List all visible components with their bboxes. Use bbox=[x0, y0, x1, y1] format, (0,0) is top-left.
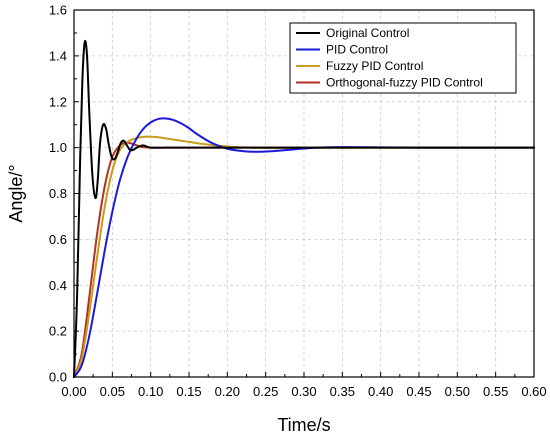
series-line-original-control bbox=[73, 39, 535, 378]
x-tick-label: 0.55 bbox=[483, 384, 508, 399]
x-tick-label: 0.05 bbox=[100, 384, 125, 399]
series-layer bbox=[73, 39, 535, 378]
y-tick-label: 0.2 bbox=[49, 324, 67, 339]
x-tick-label: 0.15 bbox=[176, 384, 201, 399]
x-tick-label: 0.50 bbox=[445, 384, 470, 399]
y-tick-label: 0.0 bbox=[49, 370, 67, 385]
y-tick-label: 0.4 bbox=[49, 278, 67, 293]
x-tick-label: 0.45 bbox=[406, 384, 431, 399]
x-tick-label: 0.20 bbox=[215, 384, 240, 399]
legend-label: Orthogonal-fuzzy PID Control bbox=[326, 76, 483, 90]
y-tick-label: 0.6 bbox=[49, 232, 67, 247]
series-line-pid-control bbox=[73, 117, 535, 378]
y-axis-title: Angle/° bbox=[6, 164, 26, 222]
y-tick-label: 1.0 bbox=[49, 140, 67, 155]
y-tick-label: 1.4 bbox=[49, 48, 67, 63]
x-tick-label: 0.00 bbox=[61, 384, 86, 399]
axis-ticks: 0.00 0.05 0.10 0.15 0.20 0.25 0.30 0.35 0.40 0.45… bbox=[49, 3, 547, 400]
x-tick-label: 0.40 bbox=[368, 384, 393, 399]
legend: Original Control PID Control Fuzzy PID Con… bbox=[289, 22, 517, 94]
y-tick-label: 0.8 bbox=[49, 186, 67, 201]
x-tick-label: 0.60 bbox=[521, 384, 546, 399]
x-tick-label: 0.35 bbox=[330, 384, 355, 399]
x-axis-title: Time/s bbox=[277, 415, 330, 435]
legend-label: Fuzzy PID Control bbox=[326, 59, 423, 73]
legend-box bbox=[289, 22, 517, 94]
y-tick-label: 1.6 bbox=[49, 3, 67, 18]
legend-label: PID Control bbox=[326, 43, 388, 57]
x-tick-label: 0.30 bbox=[291, 384, 316, 399]
x-tick-label: 0.10 bbox=[138, 384, 163, 399]
y-tick-label: 1.2 bbox=[49, 94, 67, 109]
x-tick-label: 0.25 bbox=[253, 384, 278, 399]
legend-label: Original Control bbox=[326, 26, 409, 40]
